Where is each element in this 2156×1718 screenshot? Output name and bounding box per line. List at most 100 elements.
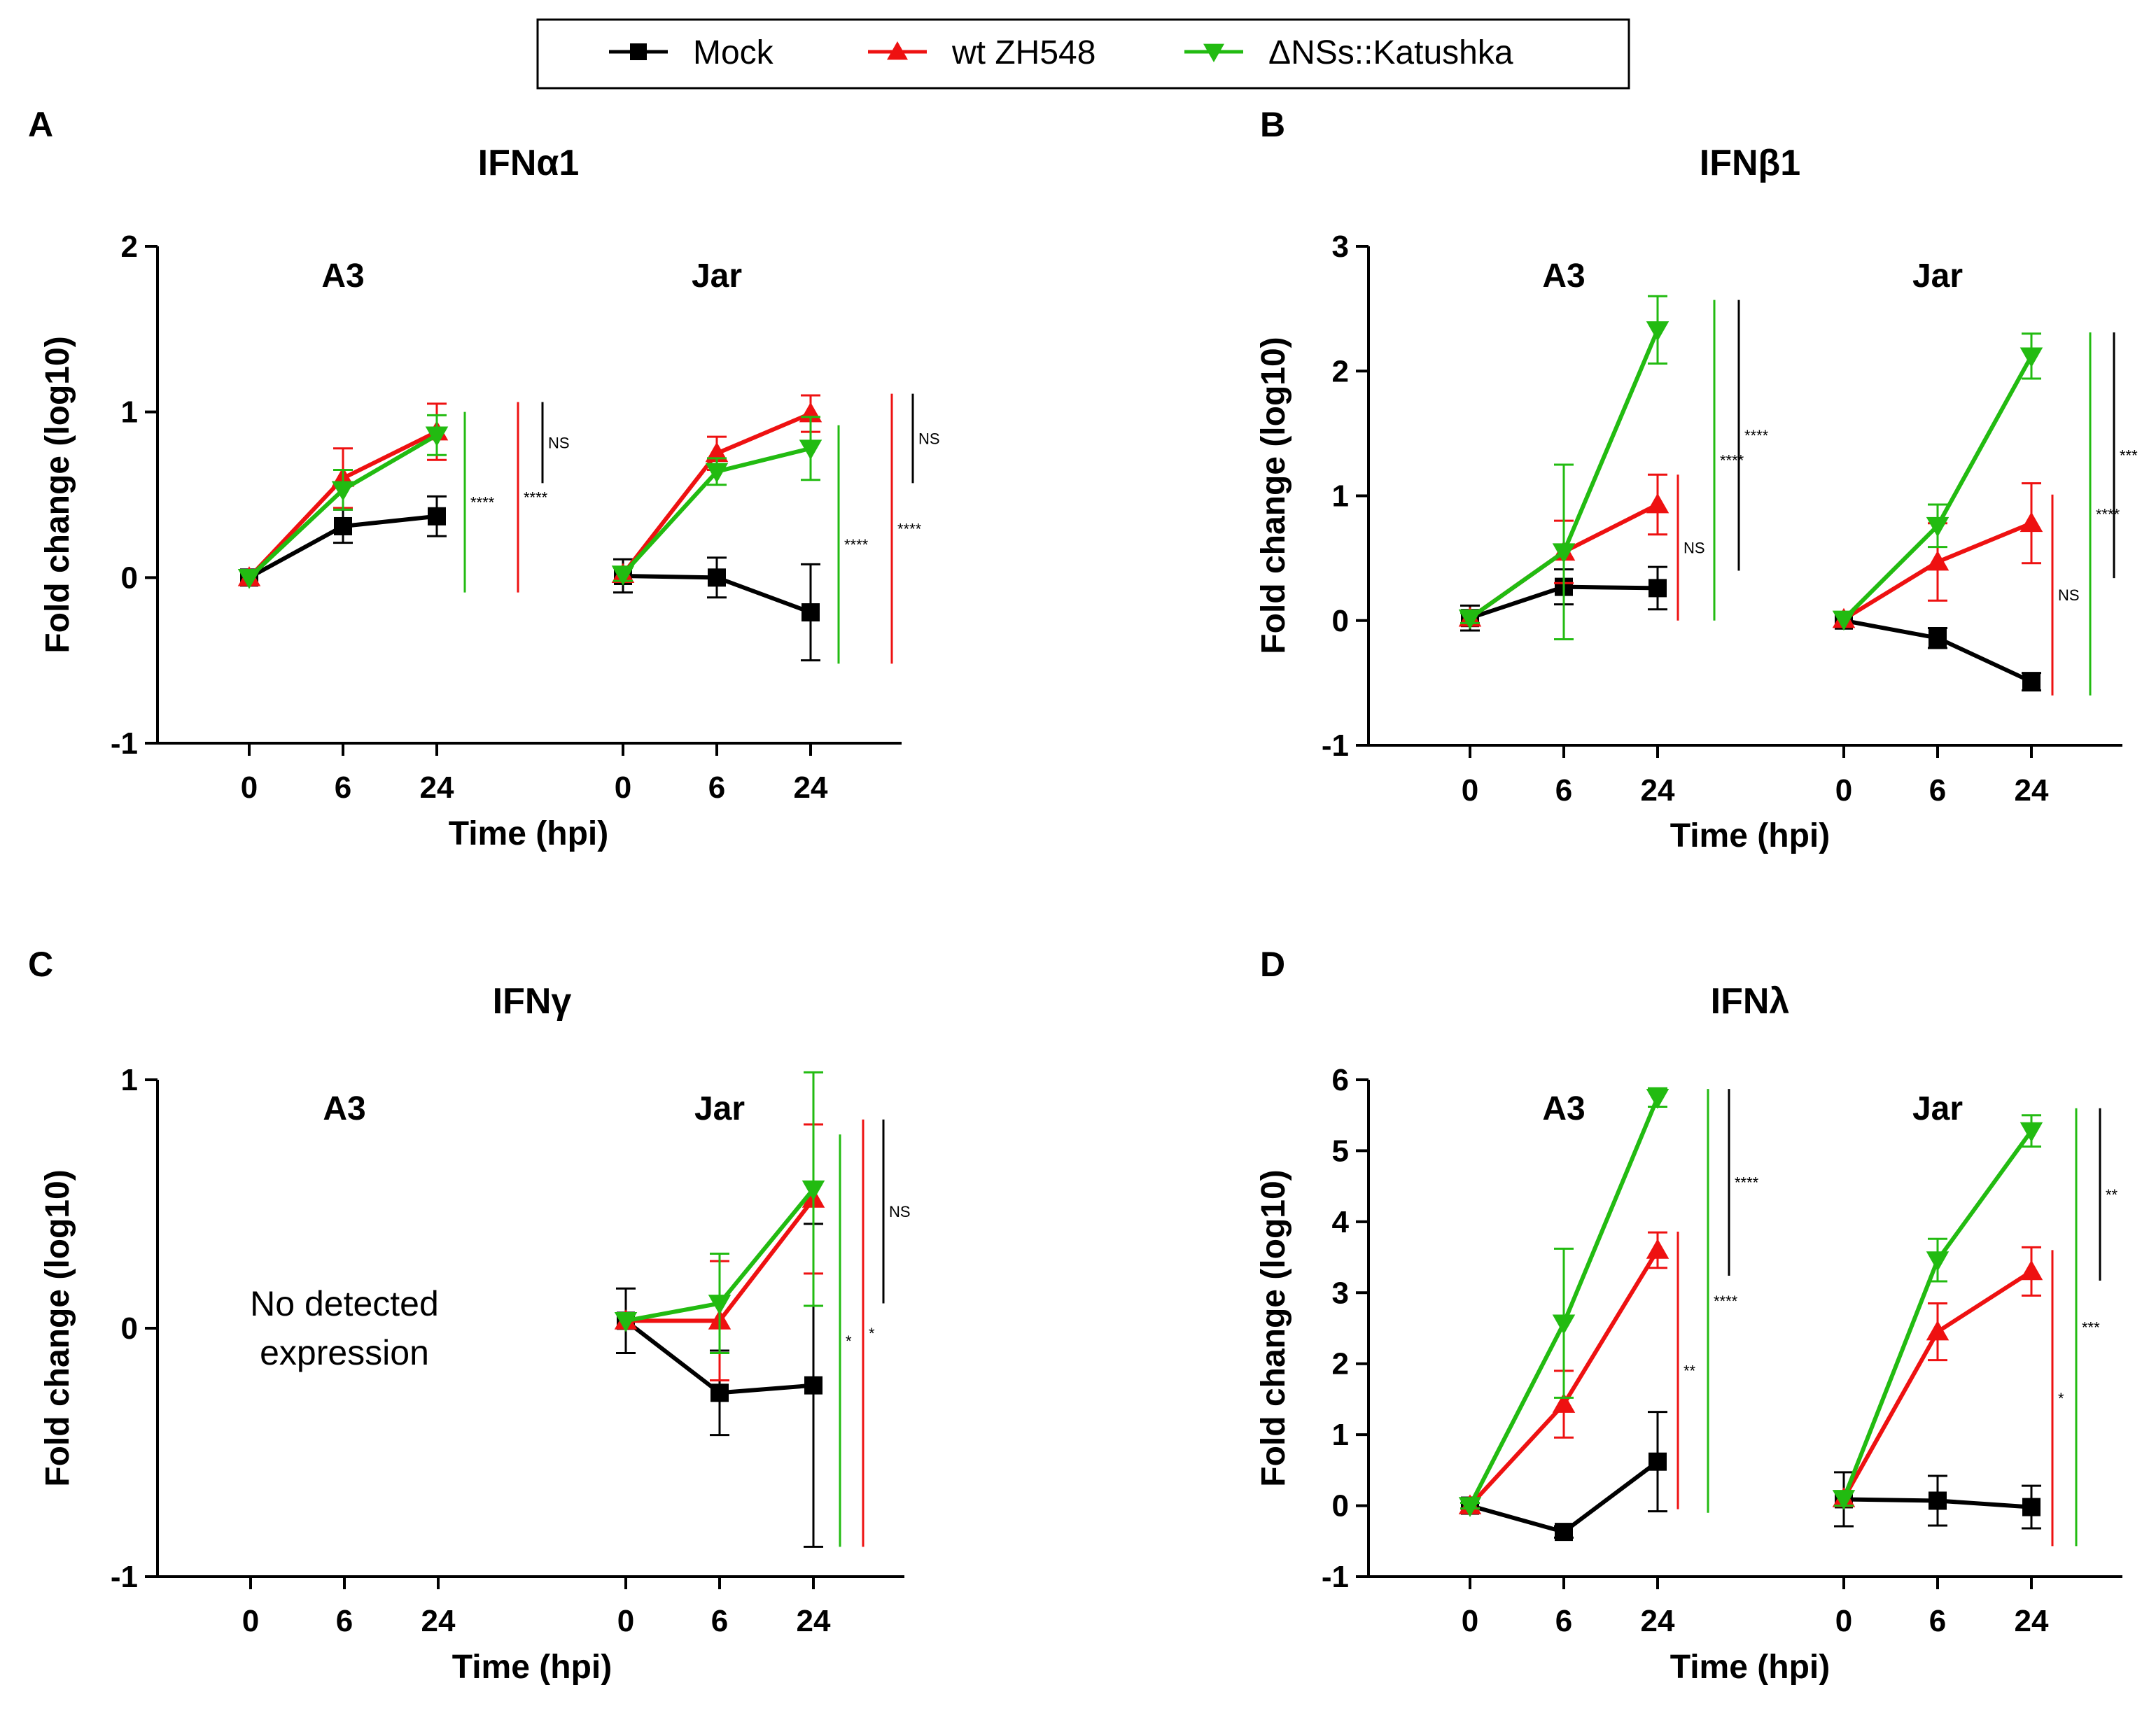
data-point [1646,1239,1670,1259]
significance-label: **** [897,521,922,538]
legend-box [536,18,1630,90]
data-point [425,426,449,447]
group-label: Jar [1912,1090,1963,1127]
data-point [1926,1251,1949,1272]
panel-a: A IFNα1 -1 0 1 2 Fold change (log10) Time (hpi)… [28,105,940,852]
x-tick-label: 24 [2015,1604,2049,1638]
legend-marker-wt [887,41,908,60]
series-mock [1835,611,2041,692]
group-label: Jar [1912,258,1963,295]
panel-letter: D [1260,945,1285,984]
y-tick-label: -1 [1322,728,1349,763]
data-point [331,481,355,502]
x-tick-label: 24 [797,1604,831,1638]
x-tick-label: 0 [1835,1604,1852,1638]
x-tick-label: 0 [242,1604,259,1638]
data-point [1552,543,1576,563]
significance-label: * [2058,1390,2064,1407]
x-tick-label: 0 [1462,1604,1478,1638]
data-point [2019,1122,2043,1143]
x-tick-label: 6 [335,770,351,805]
panel-letter: B [1260,105,1285,144]
panel-title: IFNα1 [478,143,580,183]
significance-label: **** [2096,505,2120,523]
series-dns [1458,1087,1670,1517]
panel-c: C IFNγ -1 0 1 Fold change (log10) Time (hpi) No… [28,945,911,1686]
significance-label: ** [2106,1186,2118,1204]
series-wt [1832,1246,2043,1507]
x-axis-label: Time (hpi) [452,1649,612,1686]
panel-title: IFNλ [1711,981,1790,1022]
group-jar: Jar 0 6 24 **** **** NS [611,258,940,805]
data-point [708,568,726,587]
data-point [614,1312,638,1332]
x-axis-label: Time (hpi) [1670,817,1830,854]
legend-label-dns: ΔNSs::Katushka [1268,34,1513,71]
data-point [705,463,729,484]
y-tick-label: 1 [1332,1418,1349,1452]
y-tick-label: 0 [1332,604,1349,638]
significance-label: **** [1720,452,1744,470]
y-axis-label: Fold change (log10) [39,1169,76,1486]
significance-label: *** [2082,1318,2100,1336]
significance-label: **** [1714,1293,1738,1310]
x-tick-label: 0 [615,770,631,805]
legend-label-wt: wt ZH548 [951,34,1096,71]
legend-marker-mock [630,43,647,60]
y-tick-label: 1 [121,395,138,430]
y-tick-label: 0 [121,1311,138,1346]
data-point [1926,516,1949,537]
data-point [1552,1393,1576,1413]
data-point [1832,1490,1856,1510]
series-mock [1834,1471,2041,1530]
x-tick-label: 0 [241,770,258,805]
x-tick-label: 6 [336,1604,353,1638]
panel-letter: A [28,105,53,144]
significance-label: **** [524,489,548,507]
panel-d: D IFNλ -1 0 1 2 3 4 5 6 Fold change (log10) Time (h… [1255,945,2122,1686]
data-point [334,516,352,535]
data-point [1928,1491,1947,1510]
data-point [1648,1452,1667,1471]
y-tick-label: 0 [1332,1489,1349,1523]
series-mock [613,556,820,662]
data-point [2019,1260,2043,1281]
y-tick-label: 3 [1332,1276,1349,1310]
panel-title: IFNβ1 [1700,143,1800,183]
y-tick-label: 1 [1332,479,1349,514]
data-point [2022,1498,2040,1516]
data-point [1458,609,1482,630]
data-point [799,439,822,460]
group-label: Jar [694,1090,745,1127]
x-tick-label: 6 [1929,773,1946,808]
x-tick-label: 24 [421,1604,456,1638]
group-label: A3 [321,258,364,295]
data-point [802,603,820,622]
group-label: A3 [1542,1090,1585,1127]
data-point [705,442,729,463]
group-a3: A30 6 24********** [1458,1087,1759,1638]
data-point [1926,1320,1949,1341]
significance-label: NS [548,434,570,451]
significance-label: * [869,1325,875,1342]
y-tick-label: 4 [1332,1205,1350,1239]
data-point [804,1376,822,1395]
y-axis-label: Fold change (log10) [1255,337,1292,654]
significance-label: **** [1744,427,1769,444]
x-tick-label: 6 [711,1604,728,1638]
series-dns [614,1071,825,1354]
y-tick-label: 5 [1332,1134,1349,1168]
group-a3: A3 0 6 24 NS ******** [1458,258,1769,808]
data-point [708,1295,732,1315]
x-tick-label: 24 [1641,773,1675,808]
group-label: A3 [1542,258,1585,295]
data-point [237,568,261,589]
data-point [611,565,635,586]
significance-label: ** [1684,1362,1696,1379]
x-axis-label: Time (hpi) [449,815,608,852]
significance-label: **** [1735,1174,1759,1192]
data-point [1926,550,1949,571]
group-a3: A3 0 6 24 [242,1090,456,1638]
